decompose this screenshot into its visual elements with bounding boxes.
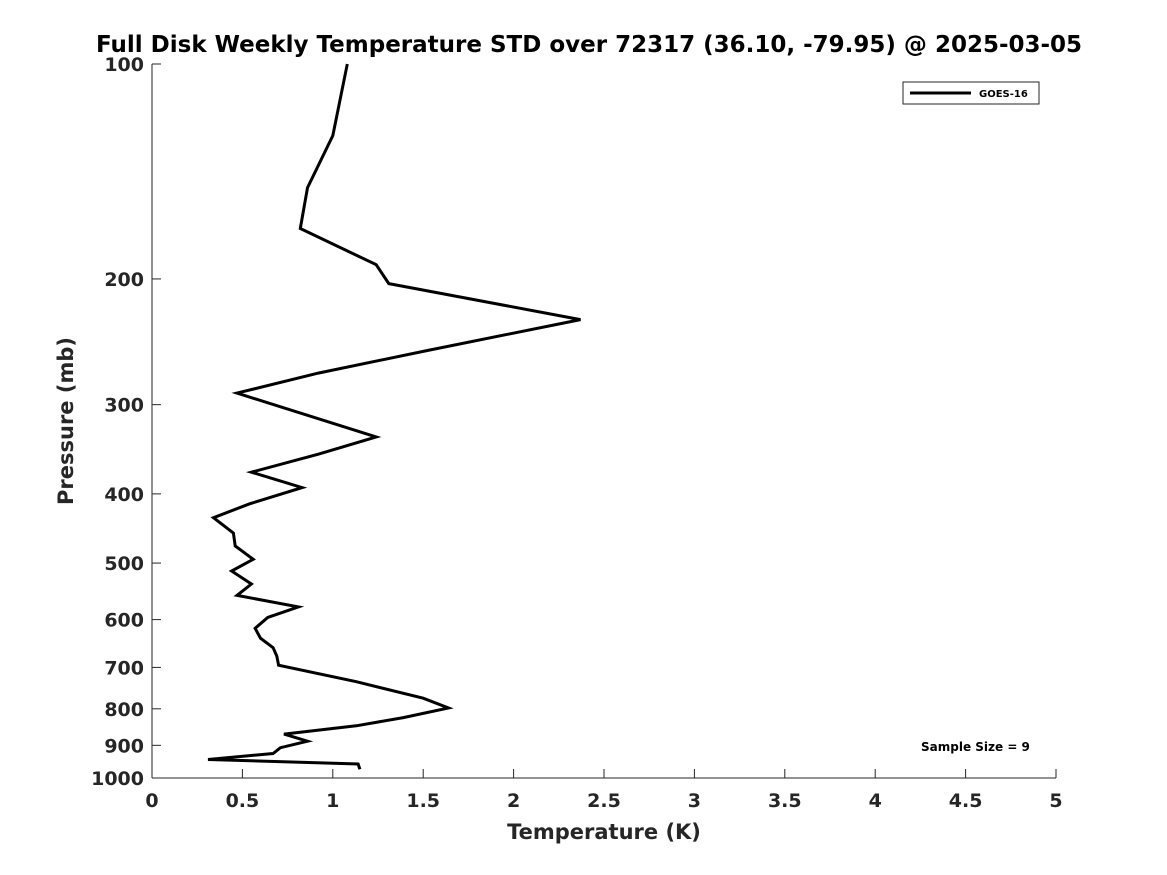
y-tick-label: 1000 xyxy=(91,768,144,790)
y-tick-label: 800 xyxy=(104,699,144,721)
y-tick-label: 500 xyxy=(104,553,144,575)
x-tick-label: 2 xyxy=(507,790,520,812)
x-tick-label: 0.5 xyxy=(226,790,260,812)
chart-title: Full Disk Weekly Temperature STD over 72… xyxy=(96,32,1082,58)
x-tick-label: 2.5 xyxy=(587,790,621,812)
x-tick-label: 4.5 xyxy=(949,790,983,812)
y-tick-label: 100 xyxy=(104,54,144,76)
x-tick-label: 4 xyxy=(869,790,882,812)
y-tick-label: 300 xyxy=(104,395,144,417)
y-tick-label: 200 xyxy=(104,269,144,291)
y-tick-label: 400 xyxy=(104,484,144,506)
legend-label-goes-16: GOES-16 xyxy=(979,89,1028,100)
y-tick-label: 600 xyxy=(104,610,144,632)
x-axis-label: Temperature (K) xyxy=(507,820,701,844)
series-layer xyxy=(207,63,581,770)
x-tick-label: 3 xyxy=(688,790,701,812)
y-axis-ticks: 100 200 300 400 500 600 700 800 900 1000 xyxy=(91,54,161,790)
x-tick-label: 5 xyxy=(1049,790,1062,812)
sample-size-annotation: Sample Size = 9 xyxy=(921,740,1030,754)
legend: GOES-16 xyxy=(902,81,1040,105)
y-tick-label: 700 xyxy=(104,657,144,679)
x-tick-label: 1 xyxy=(326,790,339,812)
y-axis-label: Pressure (mb) xyxy=(54,337,78,505)
y-tick-label: 900 xyxy=(104,735,144,757)
x-tick-label: 0 xyxy=(145,790,158,812)
series-line-goes-16 xyxy=(207,63,581,770)
x-tick-label: 1.5 xyxy=(406,790,440,812)
x-tick-label: 3.5 xyxy=(768,790,802,812)
x-axis-ticks: 0 0.5 1 1.5 2 2.5 3 3.5 4 4.5 5 xyxy=(145,769,1063,812)
